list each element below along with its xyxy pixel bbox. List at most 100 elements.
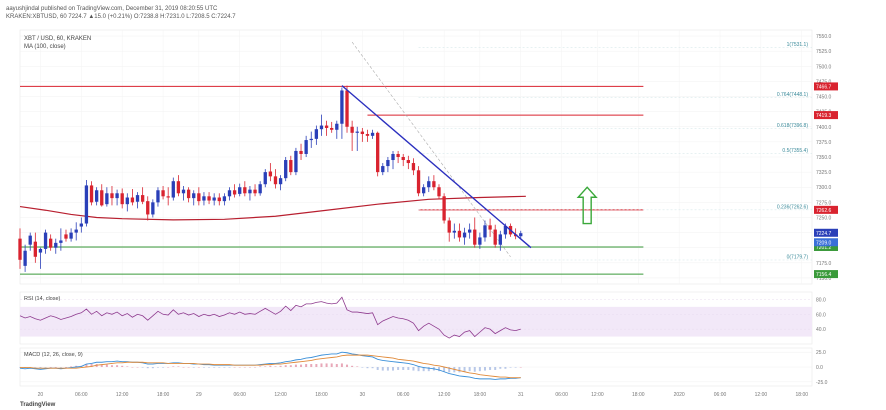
macd-histogram-bar <box>335 364 338 367</box>
macd-histogram-bar <box>351 365 354 367</box>
price-label-bg <box>814 228 838 237</box>
macd-histogram-bar <box>443 367 446 372</box>
time-tick-label: 06:00 <box>75 392 88 398</box>
candle-body <box>498 234 502 245</box>
macd-panel: 25.0 0.0 -25.0 MACD (12, 26, close, 9) <box>19 347 828 387</box>
candle-body <box>386 160 390 167</box>
candle-body <box>355 131 359 133</box>
macd-histogram-bar <box>320 363 323 367</box>
macd-histogram-bar <box>499 367 502 369</box>
candle-body <box>370 132 375 136</box>
candle-body <box>115 193 119 199</box>
candle-body <box>176 181 181 194</box>
macd-histogram-bar <box>264 366 267 367</box>
candle-body <box>437 187 441 197</box>
macd-histogram-bar <box>208 367 211 368</box>
level-label-bg <box>814 205 838 214</box>
candle-body <box>28 235 32 245</box>
candle-body <box>156 190 160 203</box>
macd-histogram-bar <box>126 366 129 367</box>
macd-histogram-bar <box>202 367 205 368</box>
fib-label: 0.5(7355.4) <box>782 148 808 154</box>
candle-body <box>197 193 201 202</box>
candle-body <box>258 184 262 194</box>
macd-histogram-bar <box>458 367 461 373</box>
ma-indicator-label: MA (100, close) <box>24 44 66 50</box>
macd-histogram-bar <box>192 367 195 368</box>
candle-body <box>294 150 298 173</box>
macd-line <box>19 351 521 380</box>
rsi-band <box>20 306 812 337</box>
price-tick-label: 7175.0 <box>816 261 832 267</box>
macd-histogram-bar <box>54 367 57 368</box>
macd-histogram-bar <box>483 367 486 371</box>
macd-histogram-bar <box>151 367 154 369</box>
candle-body <box>166 196 170 198</box>
candle-body <box>457 230 462 238</box>
macd-histogram-bar <box>305 364 308 367</box>
candle-body <box>447 220 451 233</box>
candle-body <box>411 163 416 171</box>
candle-body <box>467 229 472 233</box>
macd-histogram-bar <box>417 367 420 372</box>
candle-body <box>207 196 211 201</box>
candle-body <box>350 126 354 133</box>
macd-histogram-bar <box>381 367 384 371</box>
macd-histogram-bar <box>437 367 440 372</box>
macd-histogram-bar <box>39 367 42 369</box>
up-arrow-icon <box>576 186 598 225</box>
macd-histogram-bar <box>218 367 221 368</box>
macd-histogram-bar <box>356 366 359 367</box>
macd-histogram-bar <box>366 367 369 369</box>
rsi-tick-label: 60.0 <box>816 312 826 318</box>
bearish-trendline <box>341 85 532 249</box>
macd-histogram-bar <box>397 367 400 370</box>
macd-histogram-bar <box>116 365 119 367</box>
candle-body <box>391 153 395 161</box>
candle-body <box>181 189 186 194</box>
tradingview-logo: TradingView <box>20 402 56 408</box>
candle-body <box>84 185 89 224</box>
time-tick-label: 18:00 <box>796 392 809 398</box>
macd-histogram-bar <box>346 364 349 367</box>
fib-label: 0(7179.7) <box>787 254 809 260</box>
macd-histogram-bar <box>494 367 497 370</box>
macd-histogram-bar <box>300 364 303 367</box>
macd-histogram-bar <box>407 367 410 370</box>
candle-body <box>335 123 339 130</box>
fib-label: 0.764(7448.1) <box>777 92 808 98</box>
candle-body <box>130 197 135 203</box>
candle-body <box>89 185 94 203</box>
price-tick-label: 7375.0 <box>816 140 832 146</box>
macd-histogram-bar <box>448 367 451 373</box>
macd-histogram-bar <box>315 364 318 367</box>
ma-100-line <box>19 195 526 221</box>
price-tick-label: 7250.0 <box>816 215 832 221</box>
candle-body <box>33 241 37 257</box>
time-tick-label: 12:00 <box>274 392 287 398</box>
macd-histogram-bar <box>233 367 236 368</box>
candle-body <box>202 196 206 201</box>
macd-histogram-bar <box>156 367 159 368</box>
price-tick-label: 7275.0 <box>816 200 832 206</box>
candle-body <box>422 187 426 194</box>
macd-histogram-bar <box>284 365 287 367</box>
candle-body <box>74 229 78 233</box>
candle-body <box>314 129 319 139</box>
candle-body <box>94 190 99 202</box>
macd-tick-label: -25.0 <box>816 380 828 386</box>
candle-body <box>319 125 324 130</box>
candle-body <box>120 193 124 205</box>
macd-histogram-bar <box>427 367 430 372</box>
candle-body <box>43 232 48 249</box>
rsi-tick-label: 80.0 <box>816 297 826 303</box>
macd-histogram-bar <box>330 363 333 367</box>
level-label: 7466.7 <box>816 84 832 90</box>
publish-info: aayushjindal published on TradingView.co… <box>6 6 218 12</box>
macd-histogram-bar <box>90 364 93 367</box>
time-tick-label: 06:00 <box>714 392 727 398</box>
candle-body <box>217 197 221 202</box>
candle-body <box>105 193 109 205</box>
candle-body <box>23 250 27 266</box>
